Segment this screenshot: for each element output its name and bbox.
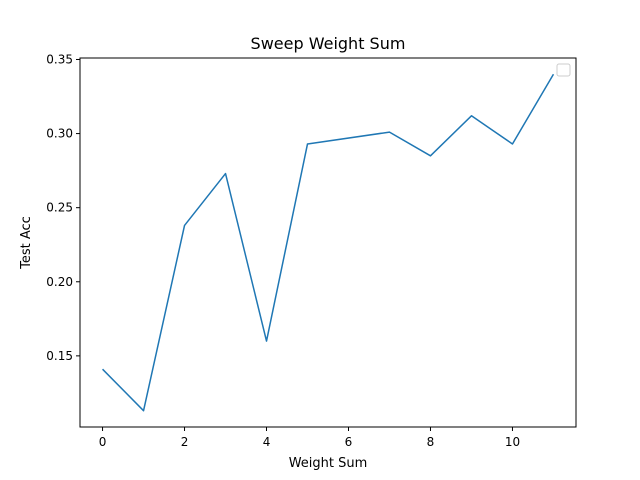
legend-box xyxy=(556,63,571,77)
series-layer xyxy=(102,73,555,412)
y-tick-label: 0.15 xyxy=(46,349,73,363)
y-axis-label: Test Acc xyxy=(19,216,34,270)
legend xyxy=(556,63,571,77)
y-tick-label: 0.30 xyxy=(46,127,73,141)
x-tick-label: 4 xyxy=(263,435,271,449)
chart-title: Sweep Weight Sum xyxy=(251,34,406,53)
x-tick-label: 6 xyxy=(345,435,353,449)
series-line xyxy=(102,73,555,412)
y-tick-label: 0.25 xyxy=(46,201,73,215)
x-tick-label: 8 xyxy=(427,435,435,449)
x-axis-label: Weight Sum xyxy=(289,456,368,471)
y-tick-label: 0.35 xyxy=(46,52,73,66)
axes-frame xyxy=(79,57,577,428)
y-tick-label: 0.20 xyxy=(46,275,73,289)
x-axis-ticks: 0 2 4 6 8 10 xyxy=(99,427,520,449)
y-axis-ticks: 0.15 0.20 0.25 0.30 0.35 xyxy=(46,52,80,363)
x-tick-label: 2 xyxy=(181,435,189,449)
x-tick-label: 0 xyxy=(99,435,107,449)
plot-area: 0 2 4 6 8 10 0.15 0.20 0.25 0.30 0.35 xyxy=(46,52,577,449)
x-tick-label: 10 xyxy=(505,435,520,449)
